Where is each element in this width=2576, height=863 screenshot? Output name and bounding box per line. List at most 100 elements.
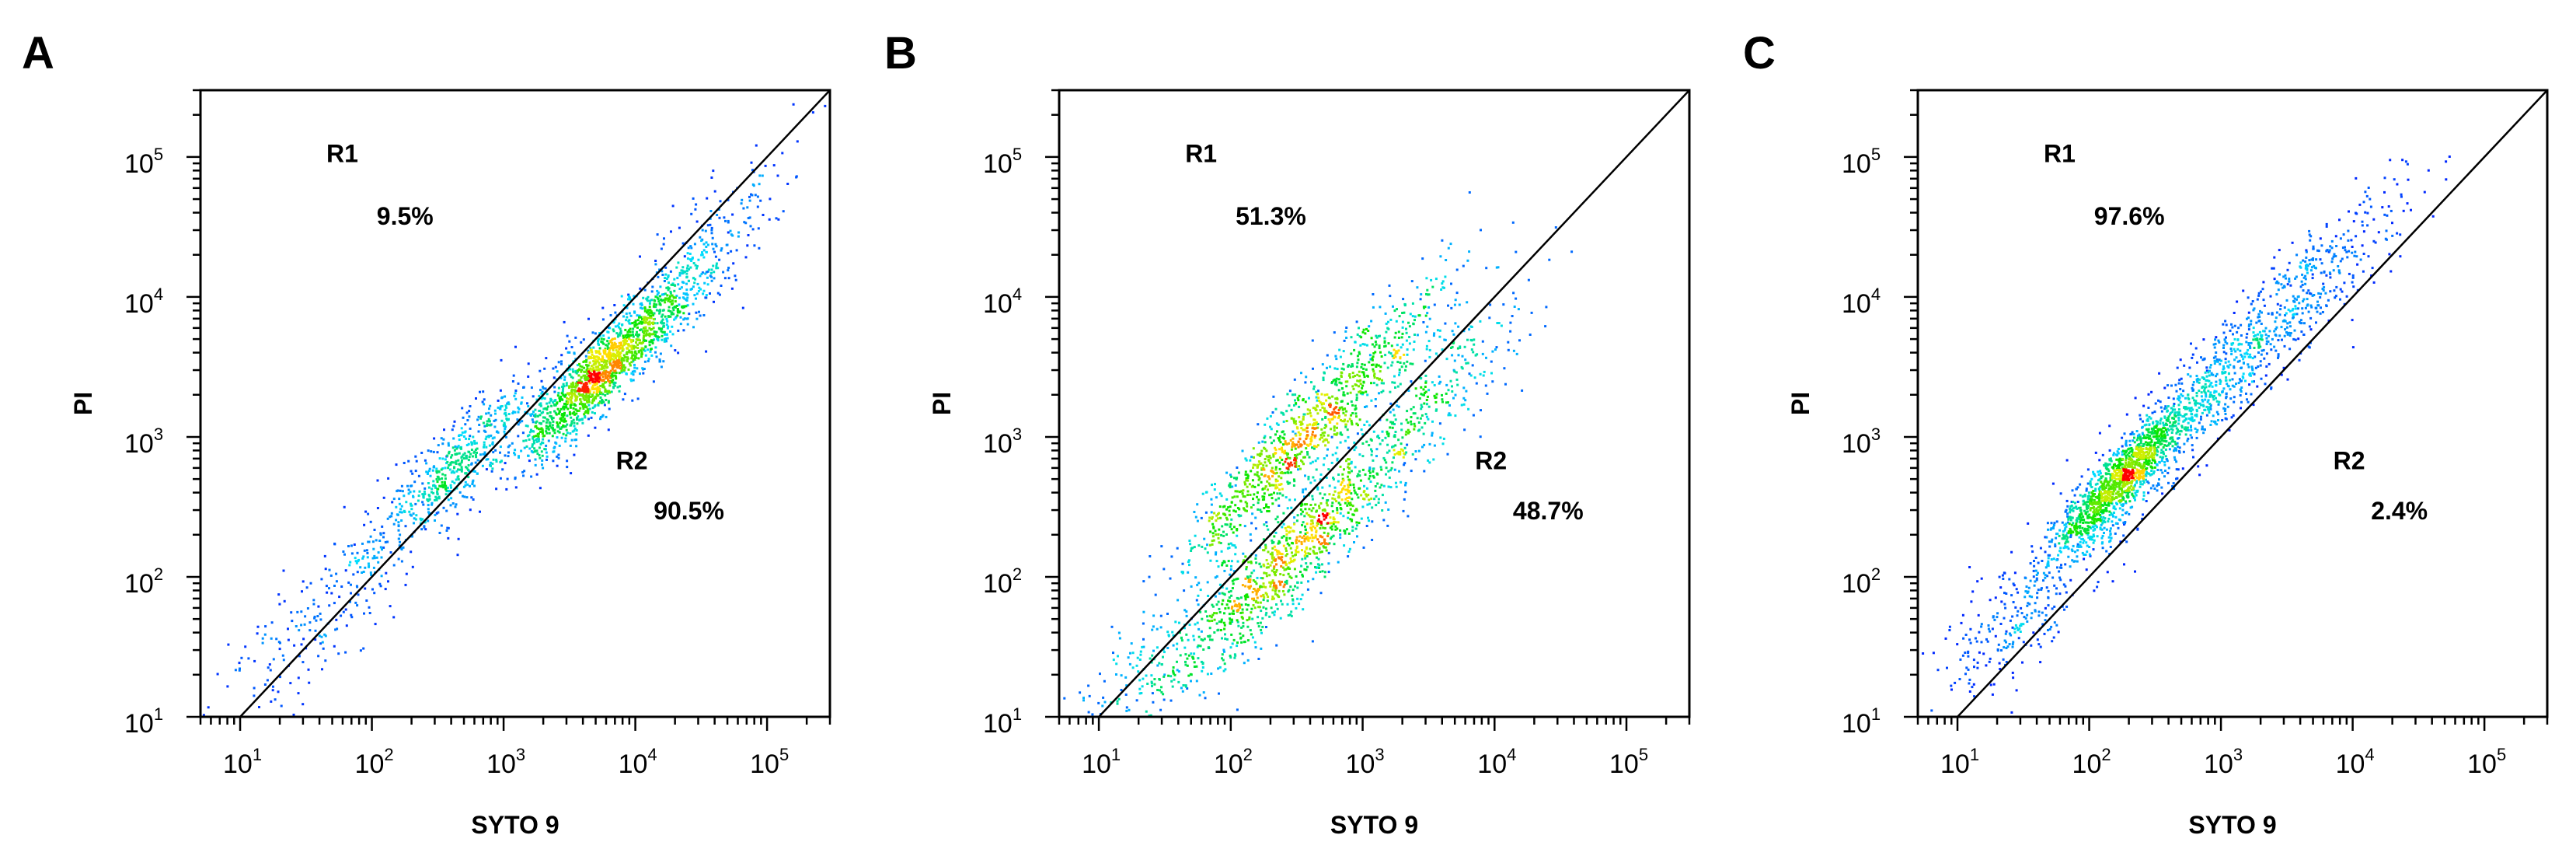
data-point — [1358, 379, 1361, 383]
data-point — [1362, 546, 1365, 549]
data-point — [414, 502, 417, 505]
data-point — [678, 311, 681, 314]
data-point — [435, 497, 438, 500]
data-point — [660, 247, 663, 250]
data-point — [1271, 561, 1274, 564]
data-point — [1438, 335, 1441, 338]
x-tick-label: 102 — [355, 745, 394, 779]
data-point — [605, 370, 608, 373]
data-point — [1365, 405, 1368, 408]
data-point — [1305, 546, 1308, 549]
data-point — [1232, 526, 1236, 529]
data-point — [359, 649, 362, 652]
data-point — [1441, 286, 1445, 289]
data-point — [663, 237, 665, 240]
data-point — [1265, 572, 1268, 575]
data-point — [283, 599, 286, 603]
data-point — [677, 283, 680, 286]
data-point — [668, 297, 671, 300]
data-point — [624, 328, 627, 331]
data-point — [1329, 402, 1332, 405]
data-point — [472, 479, 475, 482]
data-point — [1303, 456, 1306, 459]
data-point — [1376, 473, 1379, 476]
data-point — [1392, 305, 1394, 308]
data-point — [1315, 390, 1318, 393]
data-point — [711, 236, 714, 239]
data-point — [1185, 633, 1188, 636]
data-point — [434, 519, 436, 522]
data-point — [553, 432, 556, 435]
data-point — [584, 379, 587, 382]
data-point — [1253, 473, 1257, 476]
data-point — [1229, 656, 1232, 659]
data-point — [426, 473, 429, 475]
data-point — [1267, 528, 1270, 531]
data-point — [546, 418, 549, 421]
data-point — [445, 509, 448, 512]
data-point — [1394, 481, 1397, 484]
data-point — [1239, 499, 1242, 502]
data-point — [1331, 453, 1334, 456]
data-point — [611, 365, 614, 367]
data-point — [1333, 498, 1337, 501]
data-point — [692, 277, 695, 280]
data-point — [1379, 377, 1381, 380]
data-point — [1322, 526, 1325, 529]
data-point — [1440, 288, 1443, 291]
data-point — [1278, 540, 1281, 543]
data-point — [670, 230, 672, 233]
data-point — [1459, 345, 1462, 348]
data-point — [465, 411, 469, 414]
data-point — [1385, 330, 1388, 334]
data-point — [435, 467, 438, 470]
data-point — [1351, 365, 1354, 368]
data-point — [367, 512, 370, 515]
data-point — [1290, 448, 1293, 451]
data-point — [648, 320, 651, 323]
data-point — [1252, 604, 1255, 606]
data-point — [1219, 629, 1222, 631]
data-point — [1212, 526, 1215, 529]
data-point — [463, 495, 466, 498]
data-point — [618, 322, 621, 325]
data-point — [1150, 661, 1153, 664]
data-point — [1248, 616, 1251, 619]
data-point — [1206, 619, 1209, 622]
data-point — [441, 457, 444, 460]
data-point — [1247, 603, 1250, 606]
data-point — [613, 371, 616, 374]
data-point — [601, 355, 604, 358]
data-point — [368, 606, 371, 609]
data-point — [1447, 414, 1450, 417]
data-point — [634, 333, 637, 336]
data-point — [1311, 522, 1314, 525]
data-point — [612, 355, 615, 358]
data-point — [598, 352, 601, 355]
data-point — [1262, 606, 1265, 609]
data-point — [468, 438, 471, 441]
data-point — [564, 425, 567, 428]
data-point — [410, 508, 413, 511]
data-point — [1417, 449, 1420, 452]
data-point — [1309, 414, 1312, 418]
data-point — [591, 407, 594, 410]
data-point — [1263, 507, 1266, 509]
data-point — [1455, 378, 1459, 381]
data-point — [477, 415, 480, 418]
data-point — [1318, 400, 1321, 402]
data-point — [748, 199, 751, 202]
data-point — [1333, 378, 1337, 381]
data-point — [1222, 505, 1225, 508]
data-point — [1278, 475, 1281, 478]
data-point — [1297, 550, 1300, 554]
data-point — [1374, 351, 1377, 354]
data-point — [594, 380, 597, 383]
data-point — [1373, 376, 1376, 379]
data-point — [1254, 463, 1257, 466]
data-point — [1242, 552, 1245, 555]
data-point — [1463, 345, 1466, 348]
data-point — [405, 572, 408, 575]
data-point — [746, 206, 749, 209]
data-point — [1356, 355, 1359, 358]
